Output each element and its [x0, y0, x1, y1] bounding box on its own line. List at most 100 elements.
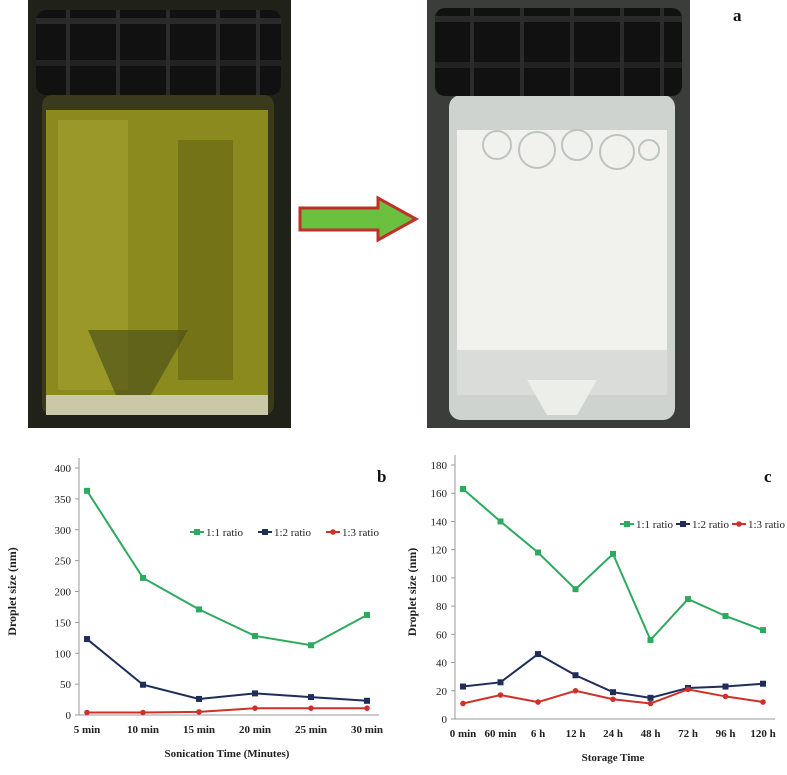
data-point [84, 709, 90, 716]
data-point [308, 694, 314, 701]
data-point [647, 636, 654, 643]
data-point [364, 611, 370, 618]
data-point [196, 709, 202, 715]
legend-swatch-marker [330, 529, 336, 535]
y-tick-label: 250 [55, 556, 72, 568]
y-tick-label: 80 [436, 601, 448, 613]
data-point [647, 700, 654, 707]
data-point [685, 686, 691, 693]
data-point [140, 709, 146, 716]
data-point [252, 632, 258, 639]
x-tick-label: 96 h [716, 728, 736, 740]
data-point [535, 549, 541, 556]
data-point [497, 692, 504, 698]
data-point [364, 705, 370, 712]
legend-label: 1:3 ratio [342, 527, 379, 539]
data-point [610, 696, 616, 703]
x-tick-label: 30 min [351, 724, 383, 736]
data-point [460, 700, 466, 707]
x-tick-label: 72 h [678, 728, 698, 740]
data-point [364, 697, 370, 704]
data-point [760, 699, 766, 705]
panel-label-c: c [764, 467, 772, 486]
legend-swatch-marker [624, 521, 630, 527]
data-point [252, 690, 258, 697]
data-point [140, 681, 146, 688]
data-point [722, 693, 729, 700]
x-tick-label: 120 h [750, 728, 775, 740]
data-point [308, 705, 314, 712]
y-tick-label: 0 [66, 710, 72, 722]
y-tick-label: 40 [436, 658, 448, 670]
y-tick-label: 150 [55, 617, 72, 629]
y-tick-label: 140 [431, 516, 448, 528]
data-point [252, 705, 258, 712]
y-axis-title: Droplet size (nm) [405, 548, 419, 636]
x-tick-label: 20 min [239, 724, 271, 736]
photo-oil-vial [28, 0, 291, 428]
y-tick-label: 400 [55, 463, 72, 475]
y-tick-label: 180 [431, 460, 448, 472]
y-tick-label: 60 [436, 629, 448, 641]
legend-swatch-marker [680, 521, 686, 527]
y-tick-label: 100 [55, 648, 72, 660]
x-tick-label: 5 min [74, 724, 101, 736]
data-point [572, 672, 579, 679]
data-point [84, 487, 90, 494]
chart-b-sonication: 0 50 100 150 200 250 300 350 400 5 min 10 min 15 mi… [5, 458, 386, 760]
x-tick-label: 12 h [566, 728, 586, 740]
y-tick-label: 350 [55, 494, 72, 506]
series-line-3 [87, 707, 367, 714]
y-tick-label: 100 [431, 573, 448, 585]
legend-swatch-marker [194, 529, 200, 535]
data-point [196, 695, 202, 702]
data-point [610, 689, 616, 696]
y-tick-label: 20 [436, 686, 448, 698]
panel-label-a: a [733, 6, 742, 25]
data-point [760, 680, 766, 687]
chart-c-storage: 0 20 40 60 80 100 120 140 160 180 0 min 60 min 6 h 12… [405, 455, 785, 764]
legend-label: 1:1 ratio [206, 527, 243, 539]
legend-swatch-marker [262, 529, 268, 535]
legend-label: 1:3 ratio [748, 519, 785, 531]
data-point [572, 586, 579, 593]
y-tick-label: 300 [55, 525, 72, 537]
data-point [140, 574, 146, 581]
photo-emulsion-vial [427, 0, 690, 428]
legend-label: 1:2 ratio [692, 519, 729, 531]
x-tick-label: 6 h [531, 728, 545, 740]
data-point [535, 699, 541, 705]
data-point [535, 651, 541, 658]
data-point [84, 636, 90, 643]
emulsion-vial-icon [427, 0, 690, 428]
y-tick-label: 50 [60, 679, 72, 691]
data-point [572, 687, 579, 694]
data-point [685, 596, 691, 603]
x-axis-title: Sonication Time (Minutes) [165, 748, 290, 760]
series-line-2 [86, 638, 368, 702]
x-tick-label: 0 min [450, 728, 477, 740]
x-tick-label: 48 h [641, 728, 661, 740]
y-axis-title: Droplet size (nm) [5, 547, 19, 635]
data-point [497, 679, 504, 686]
x-tick-label: 10 min [127, 724, 159, 736]
data-point [460, 485, 466, 492]
y-tick-label: 160 [431, 488, 448, 500]
data-point [722, 683, 729, 690]
legend-label: 1:2 ratio [274, 527, 311, 539]
series-line-1 [86, 490, 368, 647]
data-point [610, 550, 616, 557]
x-axis-title: Storage Time [582, 752, 645, 764]
y-tick-label: 200 [55, 587, 72, 599]
data-point [647, 694, 654, 701]
data-point [308, 642, 314, 649]
series-line-1 [462, 488, 764, 642]
data-point [760, 627, 766, 634]
data-point [722, 612, 729, 619]
y-tick-label: 0 [442, 714, 448, 726]
data-point [196, 606, 202, 613]
y-tick-label: 120 [431, 545, 448, 557]
panel-label-b: b [377, 467, 386, 486]
x-tick-label: 60 min [484, 728, 516, 740]
x-tick-label: 15 min [183, 724, 215, 736]
